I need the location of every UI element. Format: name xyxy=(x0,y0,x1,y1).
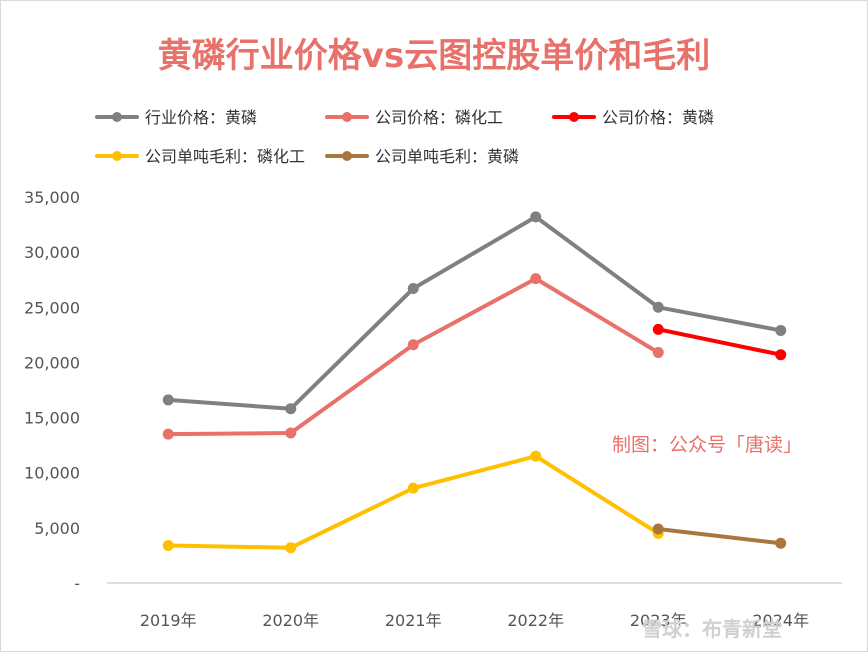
data-point xyxy=(407,339,419,351)
data-point xyxy=(285,403,297,415)
data-point xyxy=(407,482,419,494)
legend-marker xyxy=(342,151,352,161)
x-tick-label: 2021年 xyxy=(385,611,442,630)
x-tick-label: 2019年 xyxy=(140,611,197,630)
legend-marker xyxy=(342,112,352,122)
legend-item: 行业价格：黄磷 xyxy=(95,108,257,127)
series-line xyxy=(166,214,783,411)
data-point xyxy=(162,540,174,552)
legend-marker xyxy=(569,112,579,122)
data-point xyxy=(530,273,542,285)
data-point xyxy=(530,450,542,462)
x-tick-label: 2024年 xyxy=(752,611,809,630)
x-tick-label: 2023年 xyxy=(630,611,687,630)
data-point xyxy=(407,283,419,295)
y-axis: - 5,000 10,000 15,000 20,000 25,000 30,000 35,0… xyxy=(24,188,80,593)
legend-label: 公司单吨毛利：黄磷 xyxy=(375,147,519,166)
data-point xyxy=(285,542,297,554)
data-point xyxy=(530,211,542,223)
series-layer xyxy=(162,211,787,554)
legend-marker xyxy=(112,151,122,161)
data-point xyxy=(652,523,664,535)
data-point xyxy=(652,323,664,335)
series xyxy=(652,323,787,361)
series-line xyxy=(656,526,783,546)
legend-label: 行业价格：黄磷 xyxy=(145,108,257,127)
y-tick-label: 10,000 xyxy=(24,464,80,483)
y-tick-label: 25,000 xyxy=(24,298,80,317)
data-point xyxy=(652,301,664,313)
chart-annotation: 制图：公众号「唐读」 xyxy=(612,434,802,456)
x-tick-label: 2020年 xyxy=(262,611,319,630)
legend-item: 公司单吨毛利：黄磷 xyxy=(325,147,519,166)
series-line xyxy=(166,276,661,437)
series-line xyxy=(656,327,783,357)
series xyxy=(652,523,787,549)
series xyxy=(162,211,787,415)
data-point xyxy=(162,394,174,406)
chart-title: 黄磷行业价格vs云图控股单价和毛利 xyxy=(158,36,710,76)
data-point xyxy=(775,349,787,361)
y-tick-label: 5,000 xyxy=(34,519,80,538)
legend-label: 公司价格：黄磷 xyxy=(602,108,714,127)
series-line xyxy=(166,454,661,550)
x-tick-label: 2022年 xyxy=(507,611,564,630)
x-axis: 2019年 2020年 2021年 2022年 2023年 2024年 xyxy=(107,582,842,630)
data-point xyxy=(775,324,787,336)
legend-item: 公司单吨毛利：磷化工 xyxy=(95,147,305,166)
y-tick-label: 35,000 xyxy=(24,188,80,207)
data-point xyxy=(162,428,174,440)
data-point xyxy=(285,427,297,439)
legend-marker xyxy=(112,112,122,122)
watermark: 雪球：布青新堂 xyxy=(642,617,782,641)
y-tick-label: 15,000 xyxy=(24,409,80,428)
series xyxy=(162,273,664,440)
data-point xyxy=(652,347,664,359)
legend-item: 公司价格：黄磷 xyxy=(552,108,714,127)
data-point xyxy=(775,537,787,549)
legend-label: 公司价格：磷化工 xyxy=(375,108,503,127)
legend-label: 公司单吨毛利：磷化工 xyxy=(145,147,305,166)
y-tick-label: - xyxy=(74,574,80,593)
series xyxy=(162,450,664,554)
y-tick-label: 20,000 xyxy=(24,353,80,372)
legend-item: 公司价格：磷化工 xyxy=(325,108,503,127)
y-tick-label: 30,000 xyxy=(24,243,80,262)
